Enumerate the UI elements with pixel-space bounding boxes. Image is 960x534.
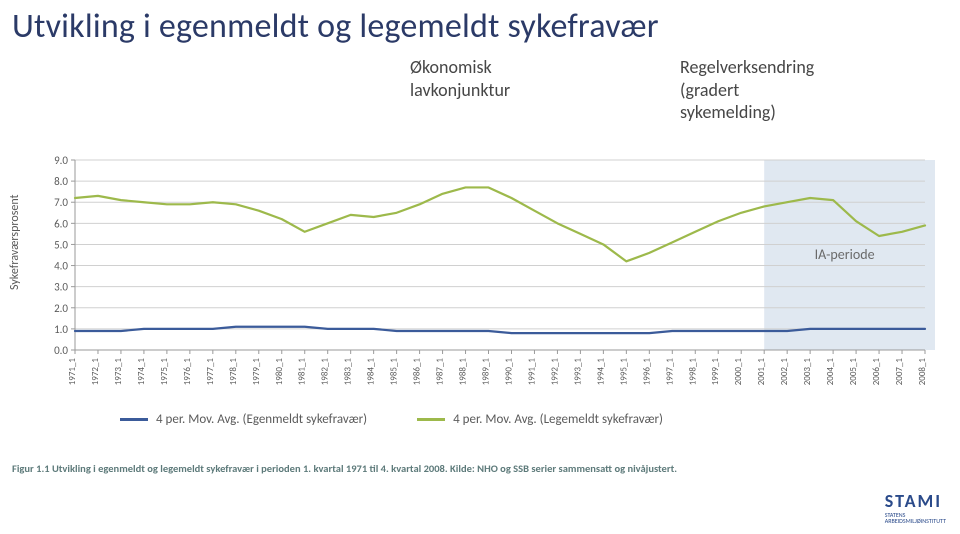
x-tick-label: 1979_1: [251, 358, 262, 386]
y-tick-label: 3.0: [54, 281, 68, 294]
x-tick-label: 1991_1: [526, 358, 537, 386]
x-tick-label: 2000_1: [733, 358, 744, 386]
x-tick-label: 1996_1: [641, 358, 652, 386]
x-tick-label: 2001_1: [756, 358, 767, 386]
x-tick-label: 1997_1: [664, 358, 675, 386]
legend-item-legemeldt: 4 per. Mov. Avg. (Legemeldt sykefravær): [417, 412, 663, 427]
x-tick-label: 1976_1: [182, 358, 193, 386]
x-tick-label: 1999_1: [710, 358, 721, 386]
x-tick-label: 1985_1: [389, 358, 400, 386]
logo-mark: STAMI: [885, 490, 946, 512]
x-tick-label: 1989_1: [481, 358, 492, 386]
x-tick-label: 1993_1: [572, 358, 583, 386]
x-tick-label: 1980_1: [274, 358, 285, 386]
x-tick-label: 1988_1: [458, 358, 469, 386]
annotation-lavkonjunktur: Økonomisklavkonjunktur: [410, 56, 510, 101]
x-tick-label: 1971_1: [67, 358, 78, 386]
y-tick-label: 4.0: [54, 260, 68, 273]
x-tick-label: 1982_1: [320, 358, 331, 386]
x-tick-label: 1977_1: [205, 358, 216, 386]
legend-swatch-legemeldt: [417, 418, 445, 421]
y-tick-label: 2.0: [54, 302, 68, 315]
x-tick-label: 1983_1: [343, 358, 354, 386]
x-tick-label: 1998_1: [687, 358, 698, 386]
ia-period-label: IA-periode: [815, 246, 875, 263]
legend-item-egenmeldt: 4 per. Mov. Avg. (Egenmeldt sykefravær): [120, 412, 367, 427]
stami-logo: STAMI STATENS ARBEIDSMILJØINSTITUTT: [885, 490, 946, 524]
x-tick-label: 1990_1: [503, 358, 514, 386]
line-chart: IA-periode 0.0 1.0 2.0 3.0 4.0 5.0 6.0 7.0 8.0 9.0…: [20, 150, 940, 410]
y-tick-label: 5.0: [54, 238, 68, 251]
legend-swatch-egenmeldt: [120, 418, 148, 421]
x-tick-label: 2008_1: [917, 358, 928, 386]
x-tick-label: 1987_1: [435, 358, 446, 386]
x-tick-label: 1972_1: [90, 358, 101, 386]
y-tick-label: 9.0: [54, 154, 68, 167]
chart-legend: 4 per. Mov. Avg. (Egenmeldt sykefravær) …: [120, 412, 663, 427]
figure-caption: Figur 1.1 Utvikling i egenmeldt og legem…: [12, 462, 677, 475]
legend-label-legemeldt: 4 per. Mov. Avg. (Legemeldt sykefravær): [453, 412, 663, 427]
x-tick-label: 2004_1: [825, 358, 836, 386]
y-tick-label: 7.0: [54, 196, 68, 209]
x-tick-label: 2003_1: [802, 358, 813, 386]
logo-sub2: ARBEIDSMILJØINSTITUTT: [885, 518, 946, 524]
y-tick-label: 8.0: [54, 175, 68, 188]
x-tick-label: 2006_1: [871, 358, 882, 386]
x-tick-label: 2007_1: [894, 358, 905, 386]
chart-container: IA-periode 0.0 1.0 2.0 3.0 4.0 5.0 6.0 7.0 8.0 9.0…: [20, 150, 940, 450]
x-tick-label: 1975_1: [159, 358, 170, 386]
x-tick-label: 1978_1: [228, 358, 239, 386]
x-tick-label: 1992_1: [549, 358, 560, 386]
page-title: Utvikling i egenmeldt og legemeldt sykef…: [12, 6, 659, 47]
legend-label-egenmeldt: 4 per. Mov. Avg. (Egenmeldt sykefravær): [156, 412, 367, 427]
slide: { "title": "Utvikling i egenmeldt og leg…: [0, 0, 960, 534]
x-tick-label: 2005_1: [848, 358, 859, 386]
y-tick-label: 1.0: [54, 323, 68, 336]
y-tick-label: 0.0: [54, 344, 68, 357]
x-tick-label: 1974_1: [136, 358, 147, 386]
x-tick-label: 1984_1: [366, 358, 377, 386]
x-tick-label: 1994_1: [595, 358, 606, 386]
annotation-lavkonjunktur-text: Økonomisklavkonjunktur: [410, 56, 510, 101]
annotation-regelverk: Regelverksendring(gradertsykemelding): [680, 56, 814, 124]
x-tick-label: 1981_1: [297, 358, 308, 386]
x-tick-label: 1995_1: [618, 358, 629, 386]
annotation-regelverk-text: Regelverksendring(gradertsykemelding): [680, 56, 814, 123]
x-tick-label: 1986_1: [412, 358, 423, 386]
y-tick-label: 6.0: [54, 217, 68, 230]
x-tick-label: 1973_1: [113, 358, 124, 386]
x-tick-label: 2002_1: [779, 358, 790, 386]
